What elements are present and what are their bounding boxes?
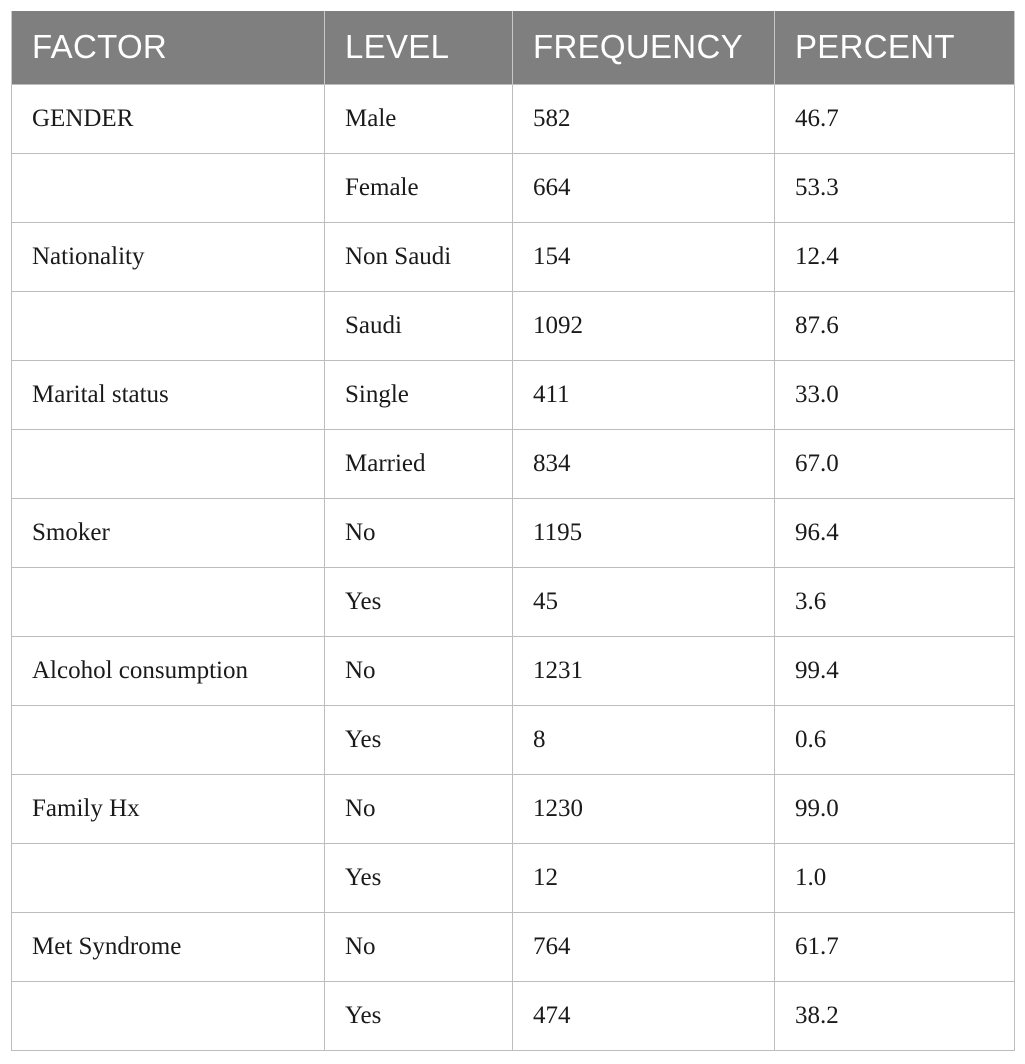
table-row: Yes 8 0.6: [11, 704, 1015, 775]
cell-factor: Family Hx: [11, 773, 325, 844]
cell-percent: 46.7: [774, 83, 1015, 154]
cell-level: No: [324, 497, 513, 568]
table-row: Smoker No 1195 96.4: [11, 497, 1015, 568]
cell-level: No: [324, 911, 513, 982]
frequency-table: FACTOR LEVEL FREQUENCY PERCENT GENDER Ma…: [11, 11, 1015, 1051]
table-body: GENDER Male 582 46.7 Female 664 53.3 Nat…: [11, 83, 1015, 1051]
cell-frequency: 1092: [512, 290, 775, 361]
cell-frequency: 45: [512, 566, 775, 637]
table-row: Alcohol consumption No 1231 99.4: [11, 635, 1015, 706]
cell-percent: 99.0: [774, 773, 1015, 844]
cell-frequency: 411: [512, 359, 775, 430]
cell-frequency: 1195: [512, 497, 775, 568]
table-row: Saudi 1092 87.6: [11, 290, 1015, 361]
cell-level: Saudi: [324, 290, 513, 361]
table-row: Yes 45 3.6: [11, 566, 1015, 637]
cell-percent: 96.4: [774, 497, 1015, 568]
cell-percent: 3.6: [774, 566, 1015, 637]
cell-frequency: 1231: [512, 635, 775, 706]
cell-factor: Nationality: [11, 221, 325, 292]
table-row: Yes 12 1.0: [11, 842, 1015, 913]
table-row: GENDER Male 582 46.7: [11, 83, 1015, 154]
cell-level: Yes: [324, 704, 513, 775]
cell-frequency: 1230: [512, 773, 775, 844]
table-row: Female 664 53.3: [11, 152, 1015, 223]
cell-frequency: 12: [512, 842, 775, 913]
cell-percent: 87.6: [774, 290, 1015, 361]
cell-factor: [11, 704, 325, 775]
cell-level: No: [324, 773, 513, 844]
cell-frequency: 154: [512, 221, 775, 292]
cell-frequency: 834: [512, 428, 775, 499]
table-row: Met Syndrome No 764 61.7: [11, 911, 1015, 982]
table-row: Marital status Single 411 33.0: [11, 359, 1015, 430]
cell-level: Yes: [324, 980, 513, 1051]
cell-factor: [11, 428, 325, 499]
cell-factor: Smoker: [11, 497, 325, 568]
cell-factor: [11, 980, 325, 1051]
cell-level: Female: [324, 152, 513, 223]
cell-percent: 33.0: [774, 359, 1015, 430]
cell-percent: 53.3: [774, 152, 1015, 223]
cell-factor: Marital status: [11, 359, 325, 430]
table-row: Nationality Non Saudi 154 12.4: [11, 221, 1015, 292]
table-header: FACTOR LEVEL FREQUENCY PERCENT: [11, 11, 1015, 84]
cell-frequency: 764: [512, 911, 775, 982]
cell-factor: [11, 566, 325, 637]
cell-frequency: 474: [512, 980, 775, 1051]
table-row: Yes 474 38.2: [11, 980, 1015, 1051]
cell-percent: 12.4: [774, 221, 1015, 292]
cell-percent: 0.6: [774, 704, 1015, 775]
cell-factor: Met Syndrome: [11, 911, 325, 982]
cell-level: Male: [324, 83, 513, 154]
cell-level: Non Saudi: [324, 221, 513, 292]
cell-factor: [11, 152, 325, 223]
cell-level: No: [324, 635, 513, 706]
cell-level: Yes: [324, 842, 513, 913]
cell-factor: [11, 842, 325, 913]
cell-factor: Alcohol consumption: [11, 635, 325, 706]
cell-percent: 61.7: [774, 911, 1015, 982]
cell-percent: 99.4: [774, 635, 1015, 706]
header-row: FACTOR LEVEL FREQUENCY PERCENT: [11, 11, 1015, 84]
data-table-container: FACTOR LEVEL FREQUENCY PERCENT GENDER Ma…: [11, 11, 1015, 1051]
table-row: Married 834 67.0: [11, 428, 1015, 499]
cell-level: Yes: [324, 566, 513, 637]
cell-frequency: 664: [512, 152, 775, 223]
cell-factor: [11, 290, 325, 361]
cell-frequency: 582: [512, 83, 775, 154]
cell-percent: 67.0: [774, 428, 1015, 499]
cell-percent: 1.0: [774, 842, 1015, 913]
cell-frequency: 8: [512, 704, 775, 775]
header-level: LEVEL: [324, 11, 513, 84]
cell-level: Married: [324, 428, 513, 499]
cell-level: Single: [324, 359, 513, 430]
cell-percent: 38.2: [774, 980, 1015, 1051]
header-percent: PERCENT: [774, 11, 1015, 84]
table-row: Family Hx No 1230 99.0: [11, 773, 1015, 844]
header-frequency: FREQUENCY: [512, 11, 775, 84]
header-factor: FACTOR: [11, 11, 325, 84]
cell-factor: GENDER: [11, 83, 325, 154]
